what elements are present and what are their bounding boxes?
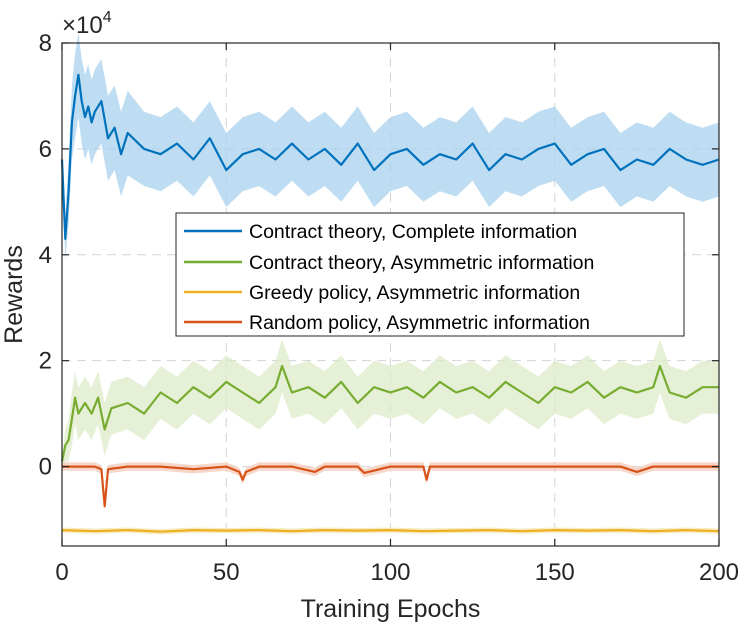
axis-ticks: 0 50 100 150 200 0 2 4 6 8 xyxy=(39,30,739,586)
x-tick-label: 50 xyxy=(213,559,240,586)
legend-label-greedy: Greedy policy, Asymmetric information xyxy=(249,282,580,304)
y-axis-title: Rewards xyxy=(0,245,28,344)
y-multiplier-exponent: 4 xyxy=(103,9,112,26)
y-multiplier-label: ×104 xyxy=(62,9,112,39)
y-tick-label: 2 xyxy=(39,348,52,375)
y-tick-label: 4 xyxy=(39,242,52,269)
x-tick-label: 150 xyxy=(535,559,575,586)
y-multiplier-base: ×10 xyxy=(62,12,103,39)
line-greedy xyxy=(61,528,720,533)
x-tick-label: 100 xyxy=(370,559,410,586)
band-complete xyxy=(62,32,719,261)
band-asymmetric xyxy=(62,339,719,467)
legend: Contract theory, Complete information Co… xyxy=(175,212,685,337)
legend-box xyxy=(175,212,685,337)
line-complete xyxy=(60,73,720,240)
y-tick-label: 0 xyxy=(39,454,52,481)
line-random xyxy=(62,465,719,508)
y-tick-label: 8 xyxy=(39,30,52,57)
x-axis-title: Training Epochs xyxy=(301,595,481,623)
legend-label-random: Random policy, Asymmetric information xyxy=(249,312,590,334)
line-asymmetric xyxy=(60,364,719,462)
series-lines xyxy=(60,73,720,533)
legend-label-complete: Contract theory, Complete information xyxy=(249,221,577,243)
legend-label-asymmetric: Contract theory, Asymmetric information xyxy=(249,252,594,274)
x-tick-label: 0 xyxy=(55,559,68,586)
x-tick-label: 200 xyxy=(699,559,739,586)
y-tick-label: 6 xyxy=(39,136,52,163)
